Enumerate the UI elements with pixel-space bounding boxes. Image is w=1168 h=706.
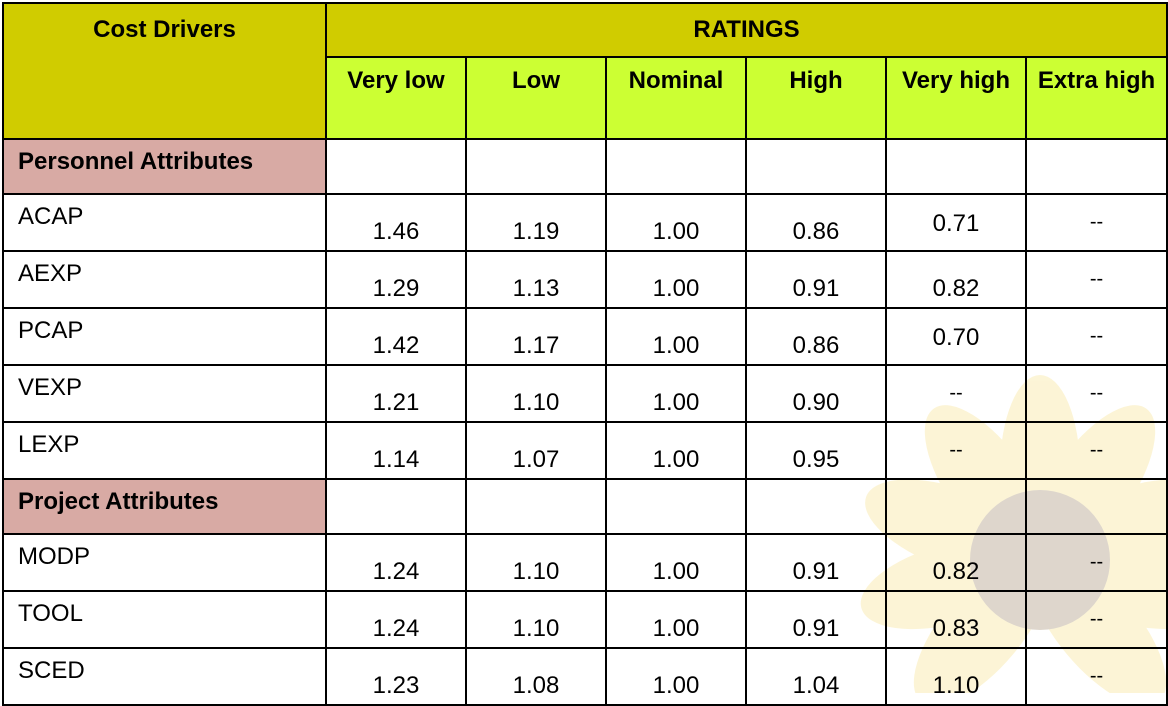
rating-value: -- [1024,364,1168,423]
rating-value: 1.42 [325,307,467,366]
rating-value: 1.00 [605,590,747,649]
rating-value: -- [1024,421,1168,480]
rating-value: 1.00 [605,193,747,252]
rating-level-header: Very low [325,56,467,140]
driver-name: AEXP [2,250,327,309]
rating-value: 1.14 [325,421,467,480]
rating-level-header: Extra high [1024,56,1168,140]
rating-value: 1.10 [885,647,1027,706]
rating-value: -- [1024,590,1168,649]
empty-cell [885,478,1027,535]
empty-cell [465,478,607,535]
rating-value: 1.00 [605,250,747,309]
empty-cell [885,138,1027,195]
rating-value: -- [1024,533,1168,592]
rating-value: 1.04 [745,647,887,706]
rating-value: 0.90 [745,364,887,423]
rating-value: 1.24 [325,533,467,592]
rating-value: 0.86 [745,307,887,366]
rating-value: 0.86 [745,193,887,252]
rating-value: -- [1024,250,1168,309]
rating-value: -- [1024,647,1168,706]
rating-value: 1.23 [325,647,467,706]
rating-value: 1.10 [465,590,607,649]
rating-value: 0.91 [745,250,887,309]
rating-value: 0.91 [745,590,887,649]
driver-name: SCED [2,647,327,706]
table-row: SCED 1.23 1.08 1.00 1.04 1.10 -- [2,647,1168,706]
rating-level-header: Nominal [605,56,747,140]
rating-value: -- [1024,193,1168,252]
ratings-header: RATINGS [324,2,1168,58]
table-row: VEXP 1.21 1.10 1.00 0.90 -- -- [2,364,1168,423]
rating-value: 0.82 [885,533,1027,592]
rating-value: 1.00 [605,533,747,592]
rating-level-header: Low [465,56,607,140]
table-row: LEXP 1.14 1.07 1.00 0.95 -- -- [2,421,1168,480]
rating-value: 1.21 [325,364,467,423]
driver-name: LEXP [2,421,327,480]
rating-value: 1.19 [465,193,607,252]
cost-drivers-header: Cost Drivers [2,2,327,140]
rating-value: 1.10 [465,364,607,423]
rating-value: 1.29 [325,250,467,309]
rating-value: 1.08 [465,647,607,706]
empty-cell [745,478,887,535]
section-title: Project Attributes [2,478,327,535]
rating-value: 1.00 [605,307,747,366]
rating-value: 1.07 [465,421,607,480]
rating-value: 0.71 [885,193,1027,252]
rating-value: 0.70 [885,307,1027,366]
empty-cell [605,478,747,535]
rating-value: 0.91 [745,533,887,592]
rating-value: 0.95 [745,421,887,480]
rating-value: -- [885,421,1027,480]
driver-name: TOOL [2,590,327,649]
section-title: Personnel Attributes [2,138,327,195]
rating-value: 1.13 [465,250,607,309]
table-row: AEXP 1.29 1.13 1.00 0.91 0.82 -- [2,250,1168,309]
driver-name: PCAP [2,307,327,366]
empty-cell [465,138,607,195]
empty-cell [325,478,467,535]
empty-cell [745,138,887,195]
driver-name: MODP [2,533,327,592]
rating-value: 1.24 [325,590,467,649]
table-row: PCAP 1.42 1.17 1.00 0.86 0.70 -- [2,307,1168,366]
empty-cell [1024,138,1168,195]
rating-level-header: Very high [885,56,1027,140]
driver-name: VEXP [2,364,327,423]
table-row: MODP 1.24 1.10 1.00 0.91 0.82 -- [2,533,1168,592]
rating-value: 1.00 [605,647,747,706]
empty-cell [1024,478,1168,535]
rating-value: 1.10 [465,533,607,592]
rating-level-header: High [745,56,887,140]
driver-name: ACAP [2,193,327,252]
empty-cell [605,138,747,195]
rating-value: 1.17 [465,307,607,366]
empty-cell [325,138,467,195]
rating-value: 1.00 [605,421,747,480]
rating-value: 1.46 [325,193,467,252]
rating-value: 0.83 [885,590,1027,649]
rating-value: -- [1024,307,1168,366]
table-row: TOOL 1.24 1.10 1.00 0.91 0.83 -- [2,590,1168,649]
rating-value: -- [885,364,1027,423]
rating-value: 0.82 [885,250,1027,309]
rating-value: 1.00 [605,364,747,423]
table-row: ACAP 1.46 1.19 1.00 0.86 0.71 -- [2,193,1168,252]
